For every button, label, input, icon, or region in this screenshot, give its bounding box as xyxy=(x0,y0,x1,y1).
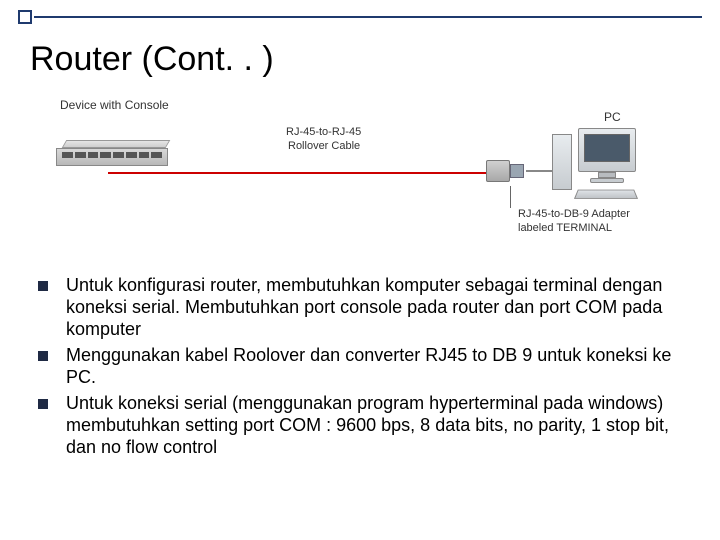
adapter-label-bottom: labeled TERMINAL xyxy=(518,222,612,234)
bullet-text: Menggunakan kabel Roolover dan converter… xyxy=(66,345,678,389)
pc-label: PC xyxy=(604,110,621,124)
bullet-list: Untuk konfigurasi router, membutuhkan ko… xyxy=(38,275,678,463)
rollover-cable-line xyxy=(108,172,488,174)
adapter-label-top: RJ-45-to-DB-9 Adapter xyxy=(518,208,630,220)
rj45-db9-adapter-icon xyxy=(486,154,528,188)
list-item: Menggunakan kabel Roolover dan converter… xyxy=(38,345,678,389)
pc-icon xyxy=(548,128,648,206)
bullet-square-icon xyxy=(38,351,48,361)
slide-accent-box xyxy=(18,10,32,24)
adapter-callout-line xyxy=(510,186,511,208)
slide-accent-line xyxy=(34,16,702,18)
cable-label-top: RJ-45-to-RJ-45 xyxy=(286,126,361,138)
bullet-square-icon xyxy=(38,281,48,291)
bullet-text: Untuk koneksi serial (menggunakan progra… xyxy=(66,393,678,459)
router-device-icon xyxy=(56,140,176,170)
list-item: Untuk koneksi serial (menggunakan progra… xyxy=(38,393,678,459)
bullet-text: Untuk konfigurasi router, membutuhkan ko… xyxy=(66,275,678,341)
slide-title: Router (Cont. . ) xyxy=(30,40,274,79)
device-label: Device with Console xyxy=(60,98,169,112)
connection-diagram: Device with Console RJ-45-to-RJ-45 Rollo… xyxy=(48,98,668,238)
list-item: Untuk konfigurasi router, membutuhkan ko… xyxy=(38,275,678,341)
cable-label-bottom: Rollover Cable xyxy=(288,140,360,152)
bullet-square-icon xyxy=(38,399,48,409)
